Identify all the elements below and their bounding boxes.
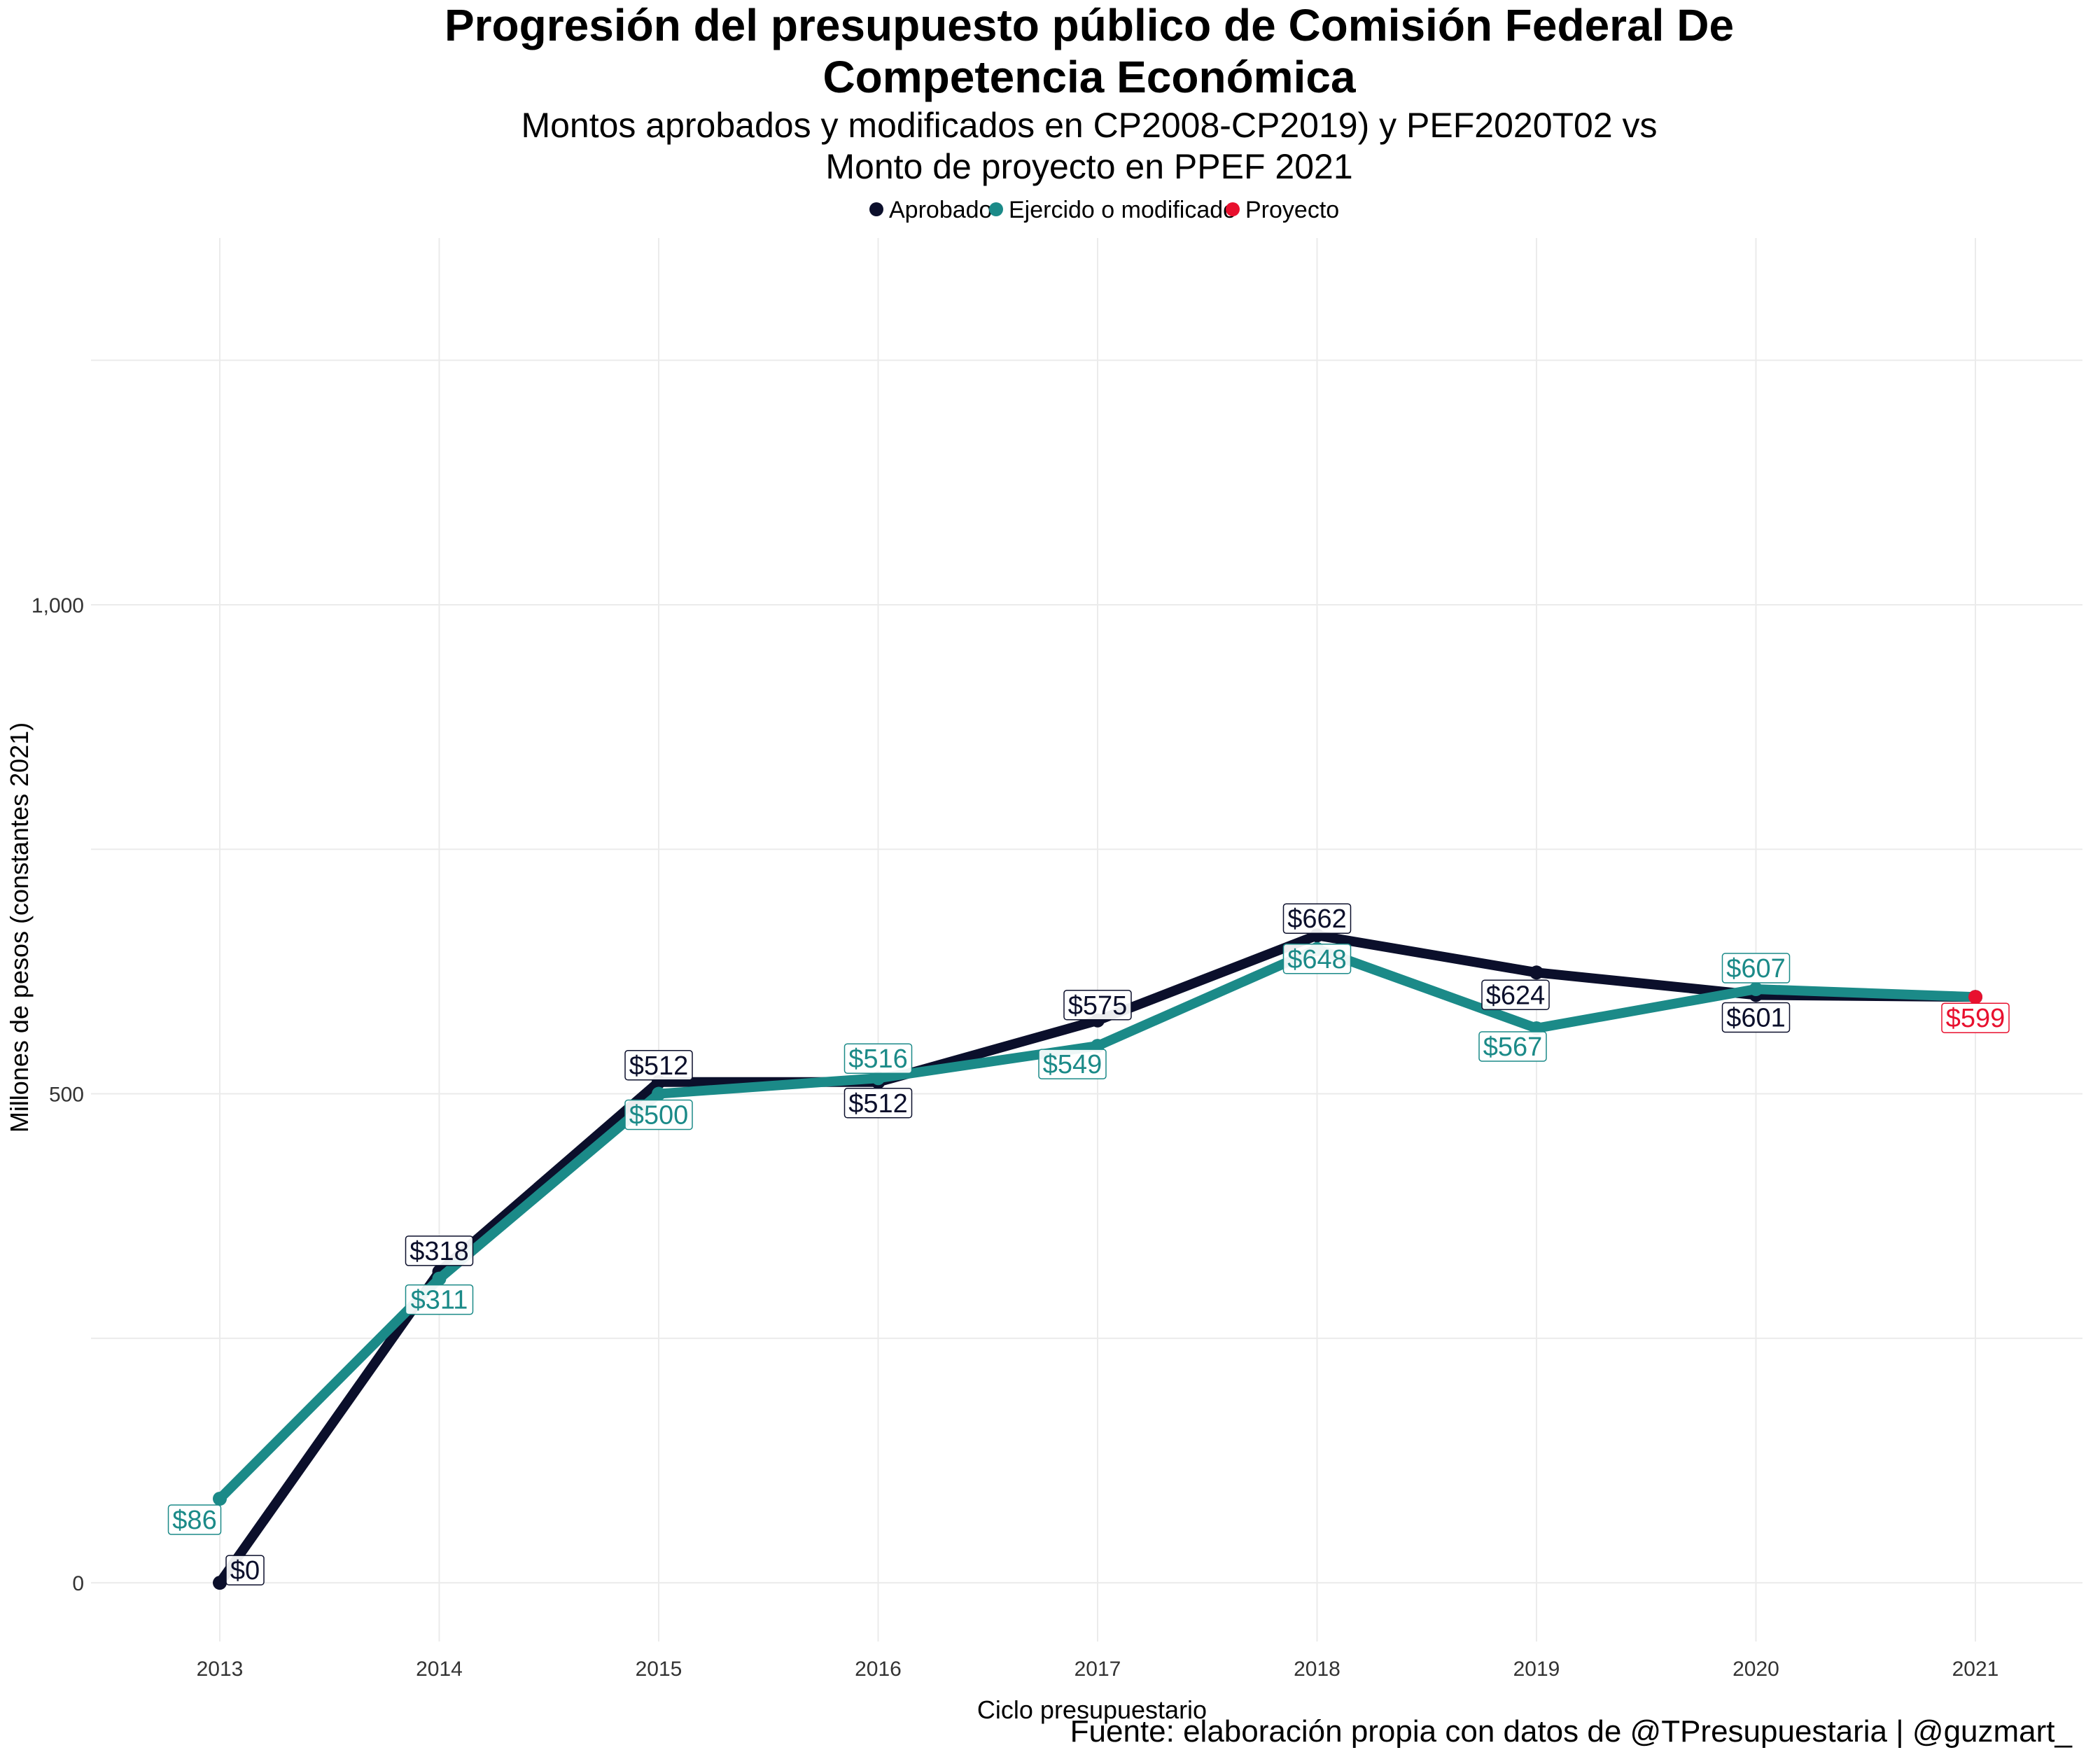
legend-key-aprobado — [869, 202, 883, 216]
data-label-box — [225, 1555, 265, 1586]
x-tick-label: 2020 — [1732, 1658, 1779, 1681]
chart-title-line-1: Progresión del presupuesto público de Co… — [444, 0, 1734, 50]
data-label-box — [624, 1050, 693, 1081]
data-label-ejercido: $500 — [624, 1099, 693, 1130]
data-label-text: $607 — [1726, 954, 1786, 983]
data-label-text: $512 — [629, 1051, 689, 1081]
legend: Aprobado Ejercido o modificado Proyecto — [869, 197, 1339, 223]
data-label-aprobado: $575 — [1063, 990, 1132, 1021]
x-tick-label: 2021 — [1952, 1658, 1999, 1681]
data-labels: $0 $318 $512 $512 $575 $662 $624 $601 $86 $311 $50… — [167, 903, 2010, 1586]
chart-subtitle-line-1: Montos aprobados y modificados en CP2008… — [521, 106, 1657, 145]
data-label-aprobado: $512 — [844, 1088, 913, 1119]
data-label-aprobado: $624 — [1481, 979, 1550, 1011]
data-label-text: $599 — [1946, 1004, 2005, 1033]
data-label-text: $500 — [629, 1101, 689, 1130]
data-label-box — [1038, 1049, 1107, 1079]
data-label-box — [1481, 979, 1550, 1011]
x-axis-title: Ciclo presupuestario — [977, 1695, 1207, 1724]
y-axis-title: Millones de pesos (constantes 2021) — [5, 722, 34, 1133]
data-point-proyecto — [1968, 990, 1982, 1004]
data-label-box — [1282, 903, 1352, 934]
data-point-ejercido — [432, 1271, 447, 1286]
legend-key-ejercido — [989, 202, 1003, 216]
data-label-ejercido: $516 — [844, 1043, 913, 1074]
x-tick-label: 2019 — [1513, 1658, 1560, 1681]
legend-label-proyecto: Proyecto — [1245, 197, 1339, 223]
legend-label-ejercido: Ejercido o modificado — [1009, 197, 1236, 223]
data-label-text: $648 — [1287, 945, 1347, 974]
data-label-ejercido: $607 — [1721, 953, 1791, 983]
data-label-ejercido: $311 — [405, 1284, 474, 1315]
data-point-aprobado — [213, 1576, 227, 1590]
data-label-box — [1282, 944, 1352, 974]
grid-lines — [91, 238, 2082, 1642]
data-label-text: $549 — [1043, 1050, 1102, 1079]
data-label-box — [1063, 990, 1132, 1021]
data-label-box — [624, 1099, 693, 1130]
data-label-ejercido: $86 — [167, 1504, 222, 1535]
data-label-box — [1941, 1002, 2010, 1033]
y-tick-label: 500 — [49, 1084, 84, 1107]
data-label-aprobado: $0 — [225, 1555, 265, 1586]
y-tick-label: 1,000 — [31, 594, 84, 617]
data-label-text: $624 — [1486, 981, 1546, 1010]
data-label-box — [1721, 953, 1791, 983]
data-point-aprobado — [1530, 965, 1544, 980]
data-label-text: $318 — [410, 1237, 469, 1266]
data-label-aprobado: $512 — [624, 1050, 693, 1081]
x-tick-label: 2017 — [1074, 1658, 1121, 1681]
data-point-ejercido — [652, 1086, 666, 1101]
data-label-box — [844, 1043, 913, 1074]
data-label-aprobado: $601 — [1721, 1002, 1791, 1033]
data-point-ejercido — [213, 1492, 227, 1506]
x-tick-label: 2014 — [416, 1658, 463, 1681]
data-label-aprobado: $318 — [405, 1236, 474, 1266]
x-tick-label: 2018 — [1294, 1658, 1340, 1681]
data-label-box — [405, 1236, 474, 1266]
data-label-ejercido: $549 — [1038, 1049, 1107, 1079]
data-label-ejercido: $648 — [1282, 944, 1352, 974]
data-label-text: $311 — [411, 1286, 468, 1315]
data-label-box — [167, 1504, 222, 1535]
data-label-text: $512 — [848, 1089, 908, 1119]
data-label-text: $567 — [1483, 1032, 1543, 1062]
data-label-proyecto: $599 — [1941, 1002, 2010, 1033]
data-label-text: $516 — [848, 1044, 908, 1074]
chart-subtitle-line-2: Monto de proyecto en PPEF 2021 — [825, 147, 1352, 186]
y-tick-label: 0 — [72, 1572, 84, 1595]
data-label-box — [1721, 1002, 1791, 1033]
x-tick-label: 2015 — [636, 1658, 682, 1681]
data-label-aprobado: $662 — [1282, 903, 1352, 934]
chart-title-line-2: Competencia Económica — [822, 52, 1356, 102]
data-label-text: $86 — [172, 1506, 216, 1535]
data-point-ejercido — [871, 1071, 886, 1086]
axis-tick-labels: 0 500 1,000 2013 2014 2015 2016 2017 2018 2019 202… — [31, 594, 1998, 1681]
legend-label-aprobado: Aprobado — [889, 197, 992, 223]
data-label-box — [1478, 1031, 1547, 1062]
data-label-ejercido: $567 — [1478, 1031, 1547, 1062]
data-label-text: $575 — [1068, 991, 1128, 1021]
data-label-text: $601 — [1726, 1003, 1786, 1032]
source-caption: Fuente: elaboración propia con datos de … — [1070, 1714, 2073, 1749]
data-label-box — [844, 1088, 913, 1119]
series-lines — [213, 928, 1982, 1590]
data-label-text: $0 — [230, 1556, 260, 1586]
legend-key-proyecto — [1226, 202, 1240, 216]
x-tick-label: 2013 — [197, 1658, 244, 1681]
data-label-box — [405, 1284, 474, 1315]
data-point-ejercido — [1749, 982, 1763, 997]
data-label-text: $662 — [1287, 904, 1347, 934]
x-tick-label: 2016 — [855, 1658, 902, 1681]
